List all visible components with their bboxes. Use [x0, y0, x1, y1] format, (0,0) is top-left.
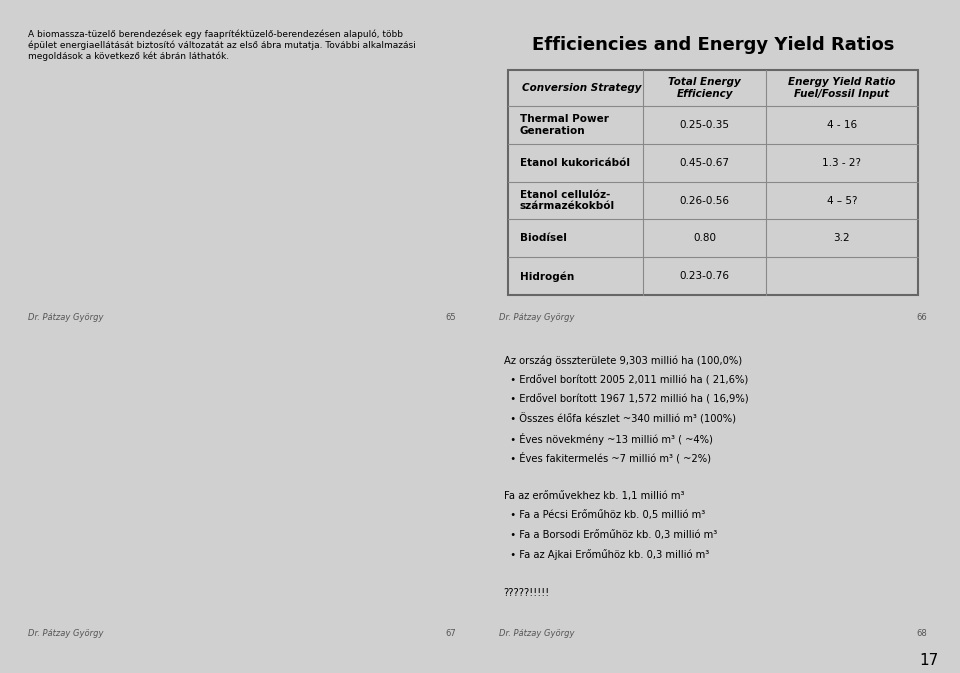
Text: • Fa a Borsodi Erőműhöz kb. 0,3 millió m³: • Fa a Borsodi Erőműhöz kb. 0,3 millió m… — [504, 530, 717, 540]
Text: Thermal Power
Generation: Thermal Power Generation — [520, 114, 609, 136]
Text: 17: 17 — [920, 653, 939, 668]
Text: • Erdővel borított 1967 1,572 millió ha ( 16,9%): • Erdővel borított 1967 1,572 millió ha … — [504, 394, 748, 404]
Text: • Fa az Ajkai Erőműhöz kb. 0,3 millió m³: • Fa az Ajkai Erőműhöz kb. 0,3 millió m³ — [504, 549, 708, 560]
Text: • Éves fakitermelés ~7 millió m³ ( ~2%): • Éves fakitermelés ~7 millió m³ ( ~2%) — [504, 452, 710, 464]
Text: Biodísel: Biodísel — [520, 234, 566, 244]
Text: 65: 65 — [445, 313, 456, 322]
Text: 1.3 - 2?: 1.3 - 2? — [823, 157, 861, 168]
Text: Dr. Pátzay György: Dr. Pátzay György — [499, 629, 574, 638]
Text: ?????!!!!!: ?????!!!!! — [504, 588, 550, 598]
Text: Total Energy
Efficiency: Total Energy Efficiency — [668, 77, 741, 99]
Text: A biomassza-tüzelő berendezések egy faaprítéktüzelő-berendezésen alapuló, több
é: A biomassza-tüzelő berendezések egy faap… — [28, 30, 416, 61]
Text: 0.26-0.56: 0.26-0.56 — [680, 196, 730, 205]
Text: • Éves növekmény ~13 millió m³ ( ~4%): • Éves növekmény ~13 millió m³ ( ~4%) — [504, 433, 712, 445]
Text: • Összes élőfa készlet ~340 millió m³ (100%): • Összes élőfa készlet ~340 millió m³ (1… — [504, 413, 735, 425]
Text: 66: 66 — [916, 313, 927, 322]
Text: 0.23-0.76: 0.23-0.76 — [680, 271, 730, 281]
Text: Conversion Strategy: Conversion Strategy — [522, 83, 642, 93]
Text: Dr. Pátzay György: Dr. Pátzay György — [499, 313, 574, 322]
Text: Etanol cellulóz-
származékokból: Etanol cellulóz- származékokból — [520, 190, 615, 211]
Text: Etanol kukoricából: Etanol kukoricából — [520, 157, 630, 168]
Text: Dr. Pátzay György: Dr. Pátzay György — [28, 629, 104, 638]
Text: • Fa a Pécsi Erőműhöz kb. 0,5 millió m³: • Fa a Pécsi Erőműhöz kb. 0,5 millió m³ — [504, 510, 705, 520]
Text: 68: 68 — [916, 629, 927, 638]
Text: 3.2: 3.2 — [833, 234, 851, 244]
Text: Efficiencies and Energy Yield Ratios: Efficiencies and Energy Yield Ratios — [532, 36, 894, 54]
Text: 4 – 5?: 4 – 5? — [827, 196, 857, 205]
Text: Energy Yield Ratio
Fuel/Fossil Input: Energy Yield Ratio Fuel/Fossil Input — [788, 77, 896, 99]
Text: 0.80: 0.80 — [693, 234, 716, 244]
Text: 4 - 16: 4 - 16 — [827, 120, 857, 130]
Text: Hidrogén: Hidrogén — [520, 271, 574, 281]
Text: • Erdővel borított 2005 2,011 millió ha ( 21,6%): • Erdővel borított 2005 2,011 millió ha … — [504, 375, 748, 385]
Text: Dr. Pátzay György: Dr. Pátzay György — [28, 313, 104, 322]
Text: 67: 67 — [445, 629, 456, 638]
Text: Az ország összterülete 9,303 millió ha (100,0%): Az ország összterülete 9,303 millió ha (… — [504, 355, 742, 365]
Text: 0.45-0.67: 0.45-0.67 — [680, 157, 730, 168]
Text: 0.25-0.35: 0.25-0.35 — [680, 120, 730, 130]
Text: Fa az erőművekhez kb. 1,1 millió m³: Fa az erőművekhez kb. 1,1 millió m³ — [504, 491, 684, 501]
